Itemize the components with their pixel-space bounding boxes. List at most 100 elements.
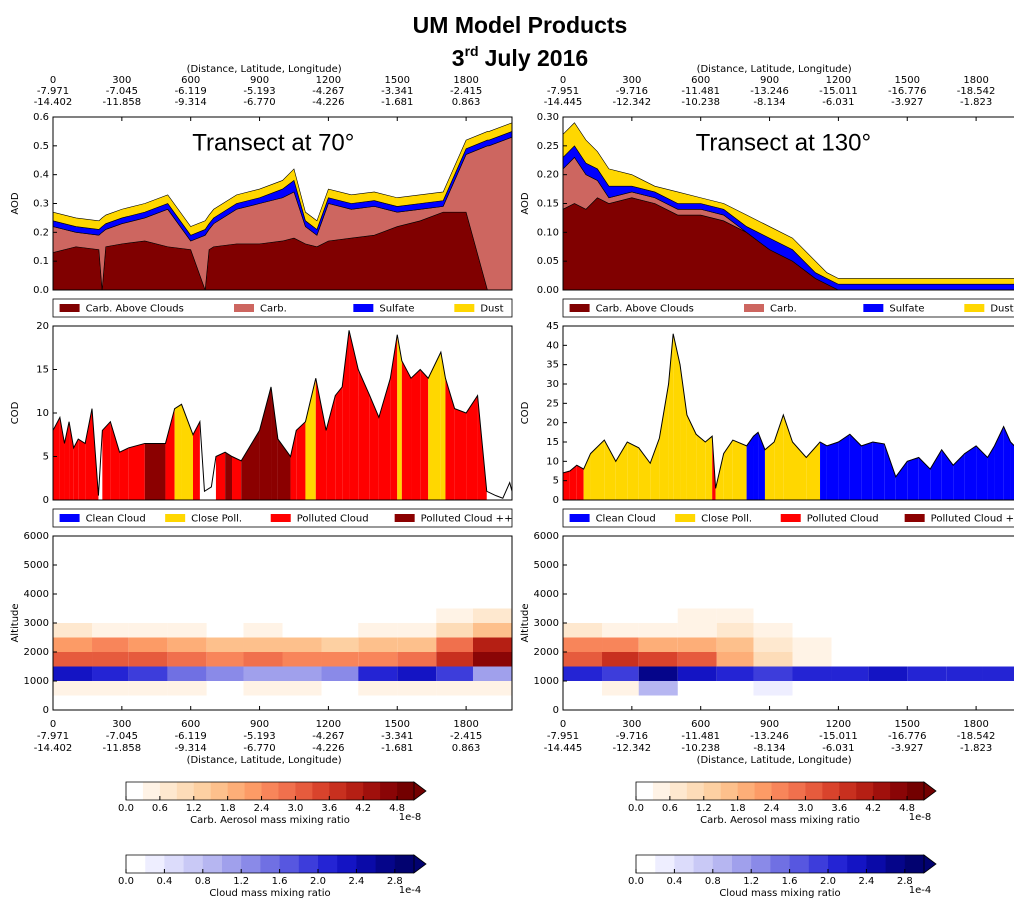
aerosol-cell xyxy=(358,681,398,696)
y-tick-label: 0 xyxy=(43,705,49,716)
x-tick-label: 0 xyxy=(560,719,566,730)
cloud-segment xyxy=(638,447,651,500)
y-tick-label: 35 xyxy=(546,360,559,371)
colorbar-segment xyxy=(397,782,415,800)
legend-swatch xyxy=(744,304,765,312)
colorbar-segment xyxy=(193,782,212,800)
x-tick-label: 300 xyxy=(622,719,641,730)
plot-area xyxy=(53,330,512,500)
colorbar-offset: 1e-8 xyxy=(399,812,422,823)
y-tick-label: 3000 xyxy=(534,618,559,629)
cloud-cell xyxy=(602,681,639,696)
aerosol-cell xyxy=(358,637,398,652)
legend-label: Polluted Cloud xyxy=(807,514,879,525)
cloud-cell xyxy=(283,609,322,624)
colorbar-segment xyxy=(278,782,296,800)
aerosol-cell xyxy=(128,637,168,652)
cloud-segment xyxy=(849,434,862,500)
cloud-segment xyxy=(806,442,821,500)
cloud-cell xyxy=(563,623,602,638)
aerosol-cell xyxy=(128,623,168,638)
aerosol-cell xyxy=(563,623,603,638)
x-tick-label: 1500 xyxy=(895,75,920,86)
x-tick-latitude: -7.045 xyxy=(106,731,138,742)
x-tick-longitude: -4.226 xyxy=(312,743,344,754)
colorbar-segment xyxy=(145,855,165,873)
cloud-segment xyxy=(861,442,873,500)
legend-swatch xyxy=(904,514,925,522)
aerosol-cell xyxy=(907,623,947,638)
legend-label: Close Poll. xyxy=(191,514,242,525)
colorbar-segment xyxy=(363,782,381,800)
aerosol-cell xyxy=(53,637,93,652)
cloud-segment xyxy=(590,440,605,500)
aerosol-cell xyxy=(397,652,437,667)
colorbar-label: Cloud mass mixing ratio xyxy=(209,888,330,898)
aerosol-cell xyxy=(638,623,678,638)
cloud-cell xyxy=(243,666,283,681)
colorbar-label: Carb. Aerosol mass mixing ratio xyxy=(700,815,860,826)
cloud-segment xyxy=(627,442,639,500)
cloud-segment xyxy=(838,434,850,500)
cloud-cell xyxy=(753,666,793,681)
cloud-cell xyxy=(639,623,678,638)
cloud-cell xyxy=(322,638,359,653)
colorbar-segment xyxy=(712,855,733,873)
aerosol-cell xyxy=(946,608,983,623)
cloud-cell xyxy=(793,638,832,653)
cloud-cell xyxy=(639,652,678,667)
colorbar-tick-label: 2.0 xyxy=(310,876,326,887)
colorbar-segment xyxy=(856,782,874,800)
aerosol-cell xyxy=(472,681,512,696)
colorbar-segment xyxy=(720,782,739,800)
cloud-cell xyxy=(243,652,282,667)
colorbar-segment xyxy=(839,782,857,800)
aerosol-cell xyxy=(436,681,473,696)
colorbar-tick-label: 1.2 xyxy=(233,876,249,887)
y-tick-label: 20 xyxy=(546,418,559,429)
x-tick-longitude: -9.314 xyxy=(175,97,207,108)
annotation: Transect at 130° xyxy=(696,129,871,156)
x-tick-label: 1800 xyxy=(453,75,478,86)
aerosol-cell xyxy=(358,623,398,638)
colorbar-segment xyxy=(907,782,925,800)
plot-area xyxy=(563,608,1014,696)
x-tick-longitude: -4.226 xyxy=(312,97,344,108)
x-tick-longitude: -1.681 xyxy=(381,743,413,754)
colorbar-tick-label: 0.8 xyxy=(195,876,211,887)
x-tick-label: 0 xyxy=(50,719,56,730)
aerosol-cell xyxy=(602,681,639,696)
legend-swatch xyxy=(780,514,801,522)
x-tick-longitude: -6.770 xyxy=(243,743,275,754)
aerosol-cell xyxy=(243,681,283,696)
cloud-cell xyxy=(436,666,473,681)
aerosol-cell xyxy=(982,681,1014,696)
cloud-segment xyxy=(315,378,327,500)
colorbar-segment xyxy=(788,782,806,800)
cloud-cell xyxy=(283,652,322,667)
cloud-cell xyxy=(831,666,869,681)
cloud-cell xyxy=(92,638,129,653)
colorbar-segment xyxy=(375,855,396,873)
x-tick-latitude: -16.776 xyxy=(888,731,927,742)
y-tick-label: 0.15 xyxy=(537,199,559,210)
aerosol-cell xyxy=(92,623,129,638)
cloud-cell xyxy=(436,609,473,624)
x-tick-latitude: -5.193 xyxy=(243,86,275,97)
legend-swatch xyxy=(569,304,590,312)
colorbar-segment xyxy=(298,855,319,873)
x-tick-longitude: -11.858 xyxy=(103,743,142,754)
cloud-segment xyxy=(192,421,200,500)
aerosol-cell xyxy=(563,652,603,667)
cloud-cell xyxy=(436,652,473,667)
aerosol-cell xyxy=(792,608,832,623)
x-tick-latitude: -2.415 xyxy=(450,731,482,742)
aerosol-cell xyxy=(563,637,603,652)
cloud-cell xyxy=(753,623,792,638)
cloud-segment xyxy=(64,421,70,500)
legend-swatch xyxy=(863,304,884,312)
colorbar-segment xyxy=(241,855,261,873)
legend-label: Dust xyxy=(990,304,1013,315)
